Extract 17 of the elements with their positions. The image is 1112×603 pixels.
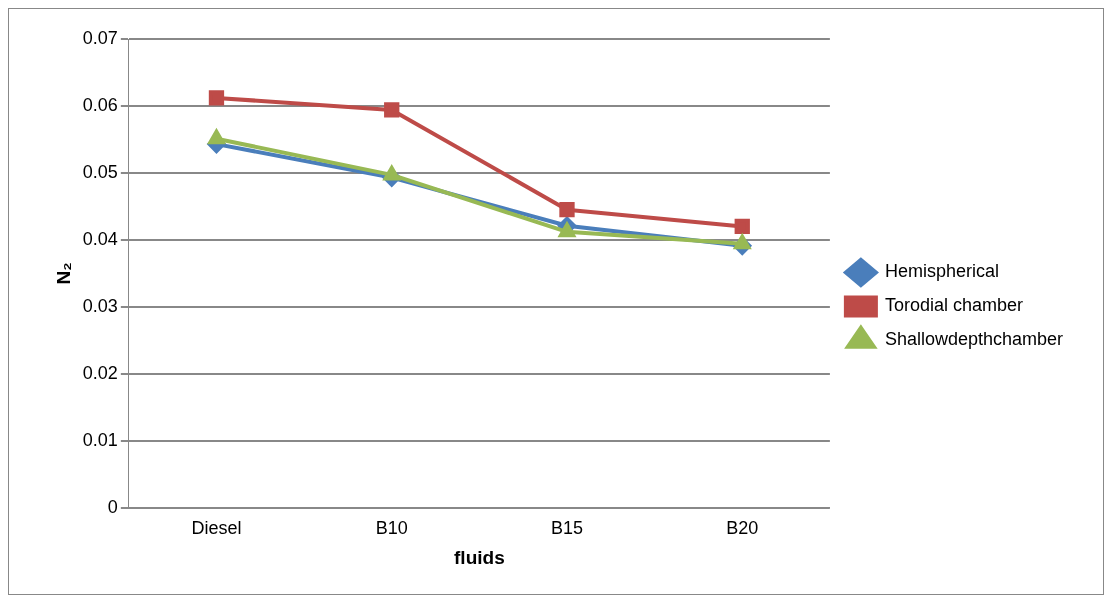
- y-tick-label: 0.02: [82, 362, 118, 383]
- legend-label: Shallowdepthchamber: [884, 329, 1064, 350]
- y-tick-label: 0.04: [82, 228, 118, 249]
- y-tick-label: 0.03: [82, 295, 118, 316]
- x-tick-label: B20: [726, 518, 759, 539]
- legend-label: Torodial chamber: [884, 295, 1023, 316]
- y-tick-label: 0.01: [82, 429, 118, 450]
- y-tick-label: 0.05: [82, 161, 118, 182]
- y-tick-label: 0: [107, 496, 118, 517]
- x-tick-label: Diesel: [191, 518, 242, 539]
- legend-label: Hemispherical: [884, 261, 999, 282]
- x-axis-title: fluids: [454, 546, 505, 568]
- y-tick-label: 0.06: [82, 94, 118, 115]
- y-tick-label: 0.07: [82, 27, 118, 48]
- y-axis-title: N₂: [52, 262, 74, 285]
- x-tick-label: B10: [375, 518, 408, 539]
- x-tick-label: B15: [550, 518, 584, 539]
